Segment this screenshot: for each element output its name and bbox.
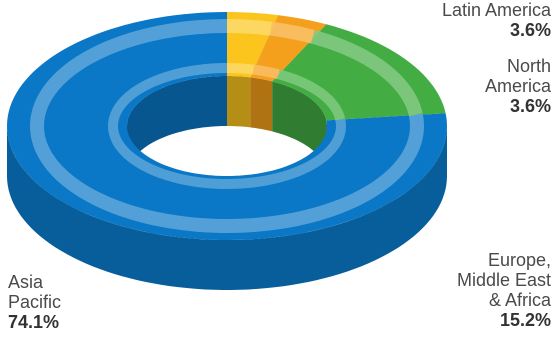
ring-highlight-asia-pacific [30,19,424,234]
label-asia-pacific-value: 74.1% [8,312,60,332]
hole-wall-north-america [250,77,273,132]
ring-highlight-north-america [270,21,315,44]
label-latin-america-name: Latin America [441,0,551,20]
hole-wall-asia-pacific [127,76,227,176]
label-north-america: North America 3.6% [485,56,551,116]
ring-highlight-latin-america [226,19,272,36]
wall-asia-pacific [7,126,447,290]
slice-asia-pacific [7,12,447,240]
inner-highlight-europe-middle-east-africa [277,69,346,121]
label-asia-pacific: Asia Pacific 74.1% [8,272,61,332]
inner-highlight-asia-pacific [108,63,347,190]
label-latin-america-value: 3.6% [509,20,551,40]
label-north-america-name: North America [484,56,551,96]
label-emea-value: 15.2% [499,310,551,330]
label-emea-name: Europe, Middle East & Africa [456,250,551,310]
ring-highlight-europe-middle-east-africa [310,30,423,117]
inner-highlight-north-america [252,64,280,80]
inner-highlight-latin-america [226,63,255,75]
hole-wall-europe-middle-east-africa [272,81,327,171]
label-emea: Europe, Middle East & Africa 15.2% [457,250,551,330]
label-north-america-value: 3.6% [509,96,551,116]
label-asia-pacific-name: Asia Pacific [8,272,62,312]
label-latin-america: Latin America 3.6% [442,0,551,40]
hole-wall-latin-america [227,76,251,128]
